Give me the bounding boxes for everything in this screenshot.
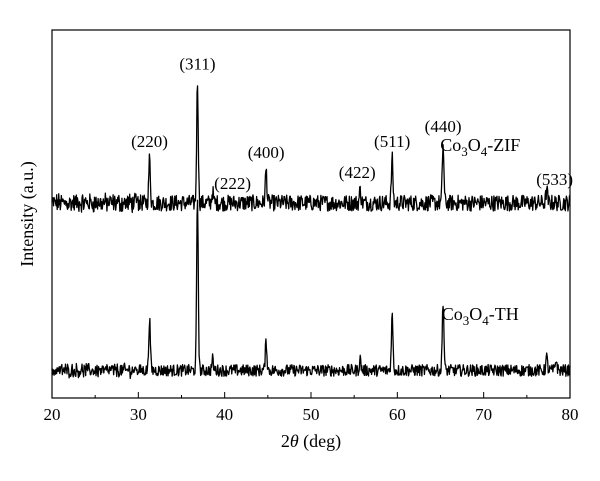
peak-label: (422) — [339, 163, 376, 182]
peak-label: (400) — [248, 143, 285, 162]
peak-label: (220) — [131, 132, 168, 151]
x-tick-label: 70 — [475, 405, 492, 424]
series-line-2 — [51, 199, 571, 380]
series-group — [51, 85, 571, 380]
x-axis-title: 2θ (deg) — [281, 431, 341, 452]
peak-label: (311) — [179, 55, 215, 74]
series-line-1 — [51, 85, 571, 214]
series-label-1: Co3O4-ZIF — [440, 135, 520, 159]
peak-annotations: (220) (311) (222) (400) (422) (511) (440) (533) — [131, 55, 573, 193]
peak-label: (222) — [214, 174, 251, 193]
series-labels: Co3O4-ZIF Co3O4-TH — [440, 135, 520, 328]
x-tick-label: 40 — [216, 405, 233, 424]
x-tick-label: 50 — [303, 405, 320, 424]
x-tick-label: 60 — [389, 405, 406, 424]
plot-frame — [51, 29, 571, 399]
y-axis-title: Intensity (a.u.) — [17, 161, 38, 266]
series-label-2: Co3O4-TH — [442, 304, 519, 328]
x-ticks: 20 30 40 50 60 70 80 — [44, 392, 579, 424]
peak-label: (533) — [536, 170, 573, 189]
peak-label: (511) — [374, 132, 410, 151]
x-tick-label: 80 — [562, 405, 579, 424]
x-tick-label: 20 — [44, 405, 61, 424]
peak-label: (440) — [425, 117, 462, 136]
x-tick-label: 30 — [130, 405, 147, 424]
